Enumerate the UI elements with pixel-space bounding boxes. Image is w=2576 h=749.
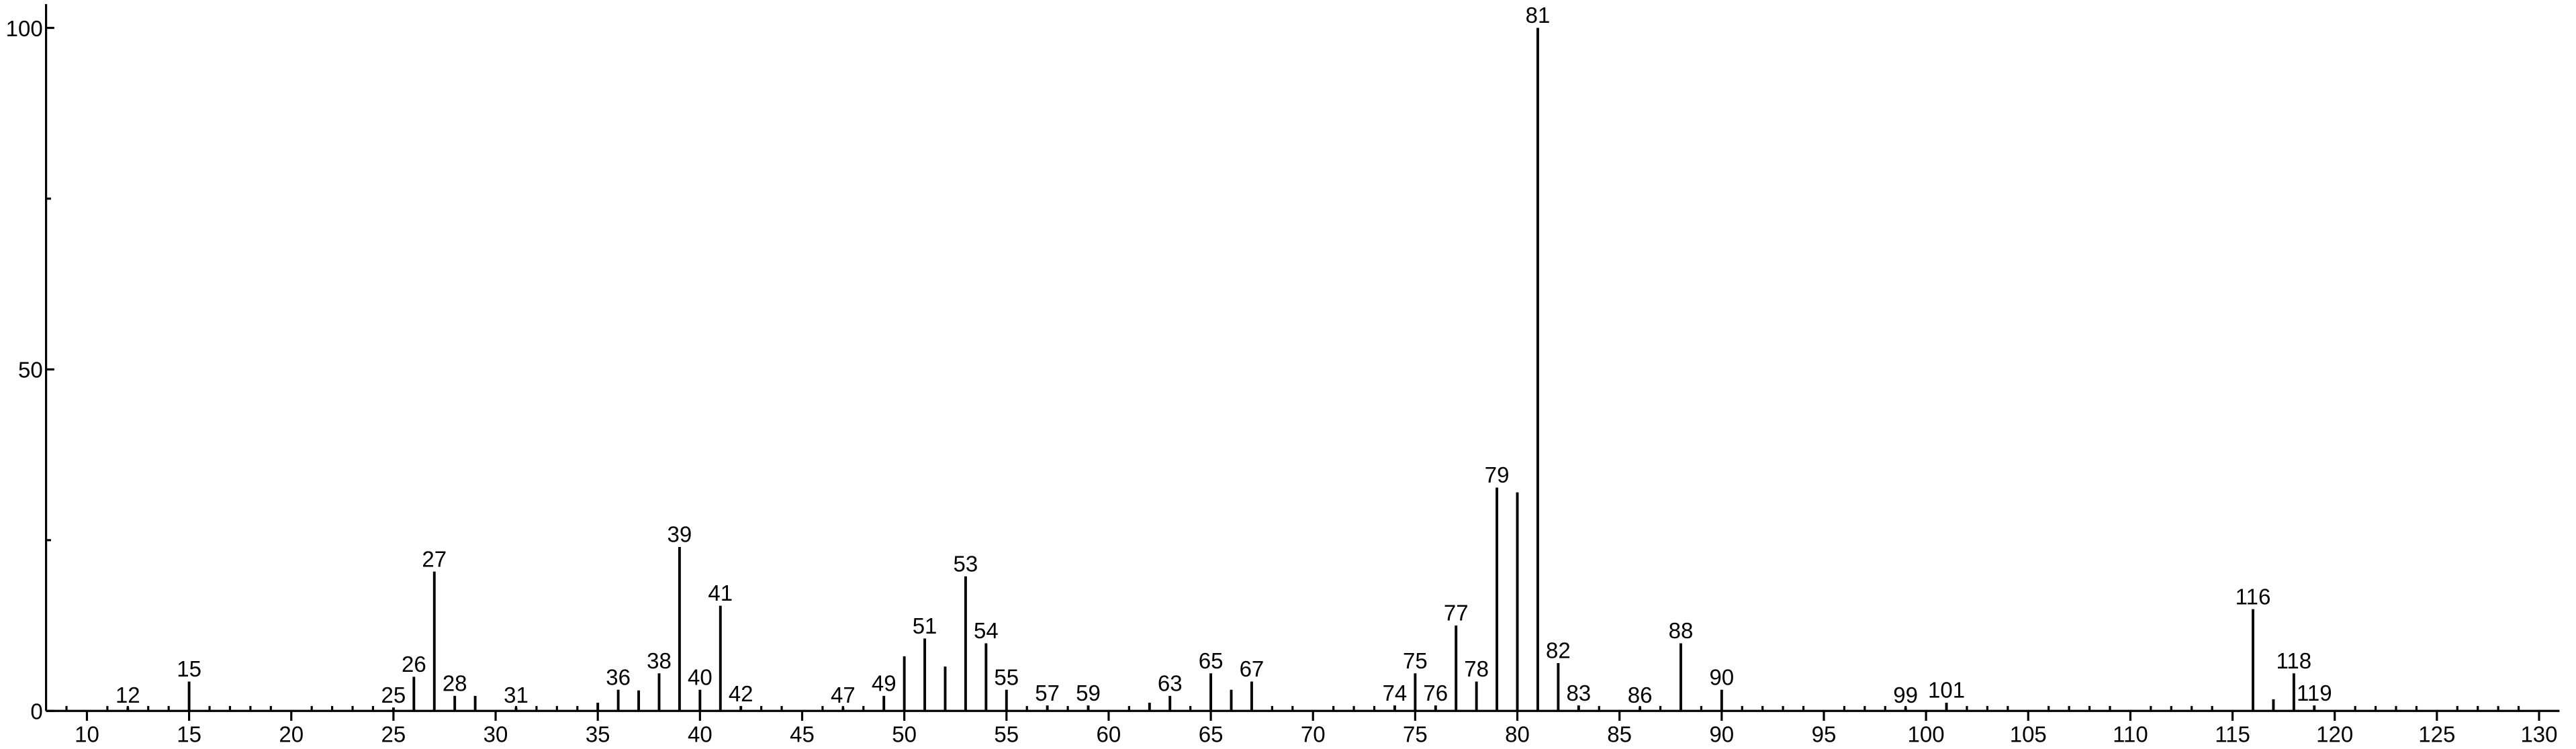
peak-label: 59 xyxy=(1076,681,1101,705)
peak-label: 42 xyxy=(729,681,753,706)
x-tick-label: 20 xyxy=(279,722,304,747)
peak-label: 101 xyxy=(1928,678,1965,703)
peak-label: 36 xyxy=(606,664,631,689)
x-tick-label: 10 xyxy=(75,722,99,747)
peak-label: 90 xyxy=(1709,664,1734,689)
x-tick-label: 105 xyxy=(2010,722,2047,747)
peak-label: 88 xyxy=(1669,618,1694,643)
x-tick-label: 125 xyxy=(2418,722,2455,747)
x-tick-label: 130 xyxy=(2520,722,2557,747)
peak-label: 55 xyxy=(994,664,1019,689)
x-tick-label: 70 xyxy=(1301,722,1326,747)
x-tick-label: 35 xyxy=(586,722,610,747)
x-tick-label: 60 xyxy=(1097,722,1121,747)
x-tick-label: 90 xyxy=(1709,722,1734,747)
x-tick-label: 45 xyxy=(790,722,815,747)
peak-label: 75 xyxy=(1403,648,1428,673)
peak-label: 119 xyxy=(2297,681,2332,705)
y-tick-label: 50 xyxy=(18,358,43,383)
peak-label: 28 xyxy=(443,671,467,696)
y-tick-label: 0 xyxy=(30,699,42,723)
peak-label: 49 xyxy=(872,671,896,696)
peak-label: 51 xyxy=(913,613,937,638)
peak-label: 63 xyxy=(1158,671,1183,696)
peak-label: 57 xyxy=(1035,681,1060,705)
x-tick-label: 110 xyxy=(2113,722,2148,747)
peak-label: 31 xyxy=(504,683,528,707)
peak-label: 118 xyxy=(2276,648,2312,673)
x-tick-label: 95 xyxy=(1812,722,1837,747)
peak-label: 12 xyxy=(116,683,140,707)
x-tick-label: 25 xyxy=(381,722,406,747)
peak-label: 47 xyxy=(831,683,856,707)
peak-label: 86 xyxy=(1628,683,1653,707)
peak-label: 81 xyxy=(1526,3,1551,28)
x-tick-label: 55 xyxy=(994,722,1019,747)
peak-label: 25 xyxy=(381,683,406,707)
x-tick-label: 65 xyxy=(1199,722,1224,747)
peak-label: 15 xyxy=(177,656,201,681)
peak-label: 26 xyxy=(402,652,426,677)
peak-label: 65 xyxy=(1199,648,1224,673)
x-tick-label: 80 xyxy=(1505,722,1530,747)
peak-label: 27 xyxy=(422,546,447,571)
peak-label: 39 xyxy=(668,522,692,547)
x-tick-label: 15 xyxy=(177,722,201,747)
x-tick-label: 40 xyxy=(688,722,712,747)
peak-label: 54 xyxy=(974,618,999,643)
peak-label: 77 xyxy=(1444,601,1469,626)
x-tick-label: 120 xyxy=(2316,722,2353,747)
peak-label: 82 xyxy=(1546,638,1571,663)
y-tick-label: 100 xyxy=(6,16,43,41)
x-tick-label: 85 xyxy=(1607,722,1632,747)
peak-label: 99 xyxy=(1893,683,1918,707)
peak-label: 38 xyxy=(647,648,672,673)
peak-label: 53 xyxy=(954,551,978,576)
peak-label: 67 xyxy=(1240,656,1264,681)
x-tick-label: 100 xyxy=(1908,722,1945,747)
peak-label: 78 xyxy=(1464,656,1489,681)
x-tick-label: 30 xyxy=(484,722,508,747)
peak-label: 79 xyxy=(1485,462,1510,487)
peak-label: 116 xyxy=(2236,584,2271,609)
peak-label: 76 xyxy=(1423,681,1448,705)
x-tick-label: 50 xyxy=(892,722,917,747)
peak-label: 83 xyxy=(1566,681,1591,705)
peak-label: 41 xyxy=(708,581,733,605)
peak-label: 40 xyxy=(688,664,712,689)
x-tick-label: 115 xyxy=(2215,722,2250,747)
peak-label: 74 xyxy=(1383,681,1408,705)
x-tick-label: 75 xyxy=(1403,722,1428,747)
